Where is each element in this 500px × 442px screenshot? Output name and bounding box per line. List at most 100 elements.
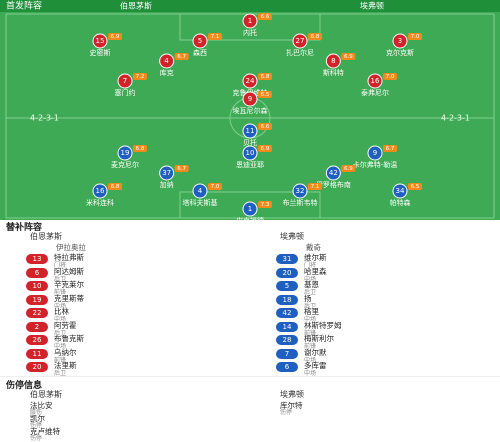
top-bar — [0, 0, 500, 12]
player-rating: 6.5 — [411, 184, 420, 190]
player-rating: 7.3 — [261, 202, 270, 208]
sub-name: 乌纳尔 — [54, 347, 77, 357]
rating-badge — [258, 91, 272, 98]
player-number: 37 — [162, 169, 171, 177]
player-badge — [242, 73, 258, 89]
player-name: 塞门约 — [115, 88, 136, 97]
player-name: 卡尔弗特-勒温 — [353, 160, 398, 169]
sub-name: 哈里森 — [304, 266, 327, 276]
rating-badge — [133, 73, 147, 80]
player-number: 34 — [396, 187, 405, 195]
player-badge — [242, 201, 258, 217]
player-name: 恩迪亚耶 — [236, 160, 264, 169]
rating-badge — [341, 165, 356, 172]
player-number: 4 — [164, 57, 169, 65]
sub-number: 22 — [26, 308, 48, 318]
player-rating: 6.8 — [111, 184, 120, 190]
injury-name: 法比安 — [30, 401, 53, 410]
injury-name: 凯尔 — [30, 414, 45, 423]
player-badge — [92, 183, 108, 199]
sub-position: 后卫 — [304, 289, 317, 296]
player-badge — [292, 183, 308, 199]
sub-name: 比林 — [54, 307, 69, 316]
player-badge — [367, 73, 383, 89]
sub-position: 中场 — [54, 302, 67, 310]
player-number: 24 — [246, 77, 255, 85]
sub-number: 28 — [276, 335, 298, 345]
rating-badge — [174, 165, 189, 172]
sub-number: 20 — [26, 362, 48, 372]
sub-name: 格里 — [304, 307, 319, 316]
player-name: 贝托 — [243, 138, 257, 147]
player-name: 埃瓦尼尔森 — [233, 106, 268, 115]
player-name: 泰弗尼尔 — [361, 88, 389, 97]
sub-position: 前锋 — [54, 289, 67, 296]
player-number: 16 — [96, 187, 105, 195]
section-title: 首发阵容 — [6, 0, 42, 12]
rating-badge — [258, 73, 272, 80]
player-badge — [192, 33, 208, 49]
player-rating: 6.8 — [136, 146, 145, 152]
player-badge — [192, 183, 208, 199]
home-team: 伯恩茅斯 — [30, 390, 62, 399]
player-number: 8 — [331, 57, 335, 65]
sub-number: 2 — [26, 321, 48, 332]
rating-badge — [258, 13, 272, 20]
player-name: 麦克尼尔 — [111, 160, 139, 169]
rating-badge — [341, 53, 356, 60]
player-badge — [117, 145, 133, 161]
sub-position: 前锋 — [304, 343, 317, 350]
player-badge — [392, 33, 408, 49]
sub-position: 中场 — [304, 316, 317, 323]
section-title: 伤停信息 — [6, 381, 43, 391]
sub-name: 多库雷 — [304, 361, 327, 370]
player-number: 16 — [371, 77, 380, 85]
player-name: 森西 — [193, 48, 207, 57]
player-rating: 6.8 — [261, 74, 270, 80]
sub-number: 20 — [276, 267, 298, 278]
player-rating: 6.9 — [344, 54, 353, 60]
sub-name: 克里斯蒂 — [54, 293, 84, 303]
rating-badge — [408, 183, 422, 190]
player-name: 内托 — [243, 28, 257, 37]
player-name: 塔科夫斯基 — [183, 198, 218, 207]
home-coach: 伊拉奥拉 — [56, 243, 86, 252]
pitch: 首发阵容 伯恩茅斯 埃弗顿 4-2-3-1 4-2-3-1 1内托6.615史密… — [0, 0, 500, 220]
player-number: 19 — [121, 149, 130, 157]
sub-position: 中场 — [304, 370, 317, 377]
player-name: 布兰斯韦特 — [283, 198, 318, 207]
sub-position: 中场 — [304, 275, 317, 283]
player-number: 9 — [248, 95, 252, 103]
player-number: 1 — [248, 17, 252, 25]
player-rating: 7.0 — [386, 74, 395, 80]
player-number: 4 — [198, 187, 203, 195]
field — [0, 12, 500, 220]
sub-position: 后卫 — [304, 302, 317, 310]
player-name: 皮克福德 — [236, 216, 264, 220]
sub-name: 布鲁克斯 — [54, 334, 84, 343]
player-badge — [159, 165, 175, 181]
player-badge — [159, 53, 175, 69]
sub-number: 6 — [26, 267, 48, 278]
player-badge — [242, 13, 258, 29]
sub-name: 法里斯 — [54, 361, 77, 370]
sub-name: 基恩 — [304, 280, 319, 289]
player-number: 5 — [198, 37, 202, 45]
player-badge — [367, 145, 383, 161]
sub-position: 中场 — [304, 356, 317, 364]
player-rating: 7.1 — [311, 184, 320, 190]
rating-badge — [258, 201, 272, 208]
player-badge — [292, 33, 308, 49]
player-rating: 6.8 — [311, 34, 320, 40]
player-number: 9 — [373, 149, 377, 157]
injury-status: 伤停 — [30, 422, 43, 429]
sub-position: 后卫 — [54, 275, 67, 283]
sub-position: 后卫 — [54, 370, 67, 377]
player-number: 32 — [296, 187, 305, 195]
rating-badge — [383, 145, 397, 152]
rating-badge — [133, 145, 147, 152]
player-number: 3 — [398, 37, 402, 45]
rating-badge — [108, 33, 122, 40]
sub-position: 门将 — [304, 262, 317, 269]
player-name: 米科连科 — [86, 198, 114, 207]
